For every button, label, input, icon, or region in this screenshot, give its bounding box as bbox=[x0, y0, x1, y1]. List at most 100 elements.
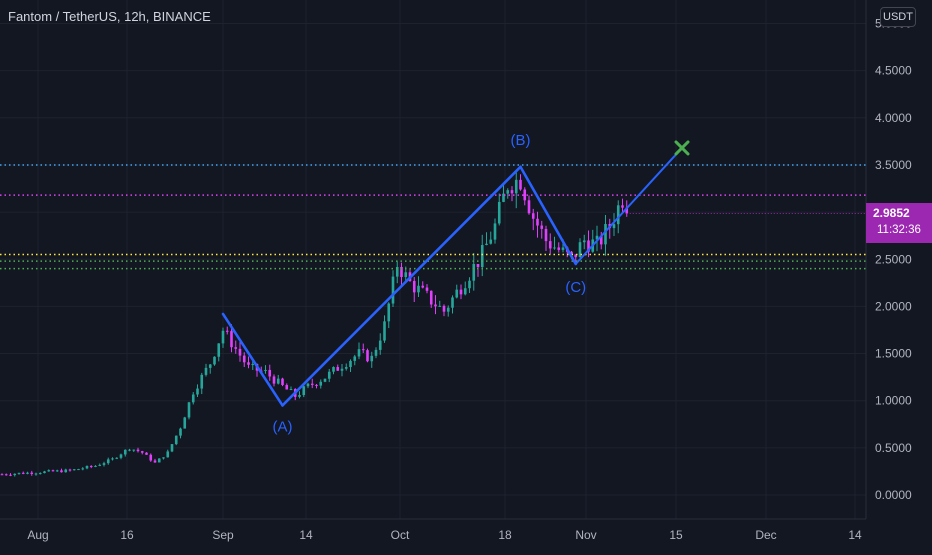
candle-body bbox=[489, 239, 493, 244]
grid-lines bbox=[0, 0, 866, 519]
candle-body bbox=[140, 451, 144, 453]
candle-body bbox=[527, 200, 531, 214]
candle-body bbox=[72, 469, 76, 471]
candle-body bbox=[4, 474, 8, 476]
candle-body bbox=[149, 454, 153, 461]
candle-body bbox=[102, 463, 106, 465]
candle-body bbox=[315, 384, 318, 386]
candle-body bbox=[374, 349, 378, 356]
candle-body bbox=[217, 343, 221, 357]
candle-body bbox=[468, 280, 471, 289]
candle-body bbox=[604, 224, 607, 245]
price-tick-label: 0.0000 bbox=[875, 488, 912, 502]
candle-body bbox=[463, 288, 467, 295]
price-tick-label: 1.0000 bbox=[875, 394, 912, 408]
candle-body bbox=[612, 224, 616, 229]
candle-body bbox=[306, 383, 310, 387]
candle-body bbox=[446, 307, 450, 312]
wave-label: (C) bbox=[565, 279, 586, 296]
candle-body bbox=[47, 470, 51, 472]
current-price-tag: 2.9852 11:32:36 bbox=[866, 203, 932, 243]
candle-body bbox=[438, 305, 442, 307]
candle-body bbox=[480, 245, 484, 268]
candle-body bbox=[242, 355, 246, 363]
time-tick-label: Sep bbox=[212, 528, 234, 542]
candle-body bbox=[366, 350, 369, 362]
candle-body bbox=[357, 349, 361, 357]
price-axis[interactable]: 0.00000.50001.00001.50002.00002.50003.00… bbox=[865, 0, 932, 550]
candle-body bbox=[510, 190, 514, 194]
wave-segment[interactable] bbox=[574, 146, 683, 265]
time-tick-label: 18 bbox=[498, 528, 512, 542]
candle-body bbox=[502, 193, 505, 202]
candle-body bbox=[276, 378, 280, 384]
price-tick-label: 3.5000 bbox=[875, 158, 912, 172]
price-tick-label: 4.0000 bbox=[875, 111, 912, 125]
time-tick-label: 14 bbox=[848, 528, 862, 542]
candle-body bbox=[387, 303, 391, 322]
price-tick-label: 0.5000 bbox=[875, 441, 912, 455]
candle-body bbox=[429, 290, 433, 305]
time-axis-bg[interactable] bbox=[0, 519, 866, 550]
bar-countdown: 11:32:36 bbox=[877, 224, 921, 236]
candle-body bbox=[587, 240, 590, 252]
candle-body bbox=[123, 449, 127, 455]
candle-body bbox=[162, 457, 165, 459]
wave-segment[interactable] bbox=[221, 312, 284, 407]
candle-body bbox=[425, 287, 429, 291]
time-tick-label: Nov bbox=[575, 528, 596, 542]
candle-body bbox=[128, 449, 131, 451]
candle-body bbox=[247, 362, 250, 365]
candle-body bbox=[187, 402, 191, 418]
time-tick-label: Aug bbox=[27, 528, 48, 542]
elliott-wave-drawing[interactable]: (A) (B) (C) bbox=[221, 132, 683, 436]
target-marker[interactable] bbox=[674, 140, 690, 156]
candle-body bbox=[412, 280, 416, 293]
time-axis[interactable]: Aug 16 Sep 14 Oct 18 Nov 15 Dec 14 bbox=[0, 518, 866, 550]
currency-button[interactable]: USDT bbox=[880, 7, 916, 27]
candle-body bbox=[13, 473, 17, 476]
candle-body bbox=[77, 469, 80, 471]
candle-body bbox=[68, 469, 72, 471]
candle-body bbox=[166, 451, 170, 458]
candle-body bbox=[179, 428, 182, 436]
candle-body bbox=[548, 241, 552, 249]
candle-body bbox=[561, 247, 565, 250]
candle-body bbox=[298, 395, 301, 397]
candle-body bbox=[404, 272, 408, 278]
candle-body bbox=[485, 243, 488, 246]
price-tick-label: 1.5000 bbox=[875, 347, 912, 361]
candle-body bbox=[540, 225, 544, 229]
candle-body bbox=[170, 444, 174, 452]
time-tick-label: 16 bbox=[120, 528, 134, 542]
candle-body bbox=[204, 367, 208, 375]
candle-body bbox=[0, 474, 4, 476]
candle-body bbox=[493, 223, 497, 240]
candle-body bbox=[536, 218, 539, 226]
candle-body bbox=[81, 468, 85, 470]
target-x-icon[interactable] bbox=[674, 140, 690, 156]
candle-body bbox=[38, 473, 42, 475]
candle-body bbox=[174, 435, 178, 445]
candle-body bbox=[17, 472, 21, 474]
candle-body bbox=[136, 449, 140, 452]
candle-body bbox=[268, 369, 272, 377]
wave-segment[interactable] bbox=[519, 165, 578, 266]
candle-body bbox=[621, 205, 624, 208]
wave-segment[interactable] bbox=[281, 165, 522, 407]
candle-body bbox=[64, 469, 68, 473]
candle-body bbox=[310, 383, 314, 385]
candle-body bbox=[327, 371, 331, 379]
candle-body bbox=[519, 179, 522, 190]
price-axis-bg[interactable] bbox=[866, 0, 932, 550]
candle-body bbox=[472, 263, 476, 281]
candle-body bbox=[417, 285, 420, 293]
candle-body bbox=[191, 394, 195, 403]
candle-body bbox=[595, 235, 599, 240]
candle-body bbox=[30, 472, 34, 474]
candle-body bbox=[234, 347, 238, 349]
candle-body bbox=[353, 356, 357, 361]
candle-body bbox=[319, 381, 323, 386]
